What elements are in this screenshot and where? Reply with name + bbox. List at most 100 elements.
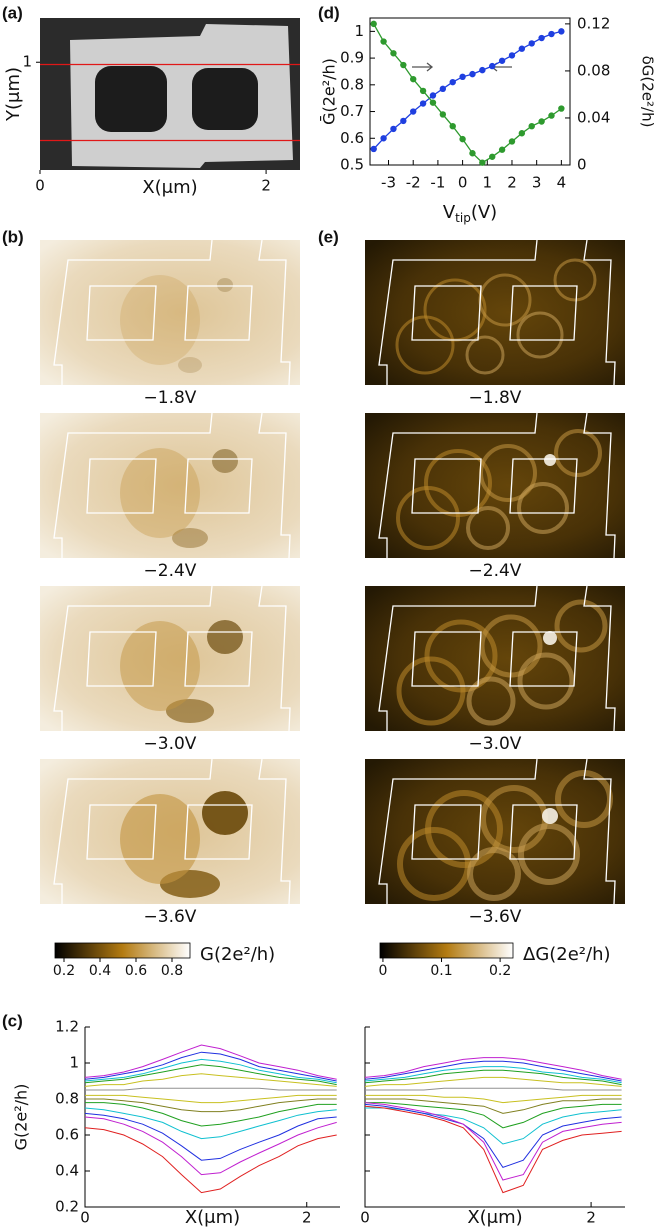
data-point [508,138,516,145]
y-tick-label: 0.6 [55,1126,79,1144]
x-axis-label-part: tip [455,211,471,225]
map-feature [396,656,466,726]
map-feature [466,506,510,550]
panel-label: (d) [318,3,340,22]
map-feature [120,794,200,884]
map-feature [120,448,200,538]
map [365,586,625,731]
data-point [548,30,555,38]
data-point [528,122,535,130]
map-feature [396,486,460,550]
map-feature [467,847,521,901]
map-feature [202,791,248,835]
map-feature [554,599,608,653]
series-line [364,1069,622,1086]
y-tick-label: 0.8 [340,75,364,93]
x-axis-label-part: V [443,202,456,223]
data-point [449,122,456,130]
map-feature [217,278,233,292]
series-line [364,1102,622,1181]
data-point [380,38,387,45]
map-feature [207,620,243,654]
map-feature [517,482,569,534]
y-tick-label: 1 [69,1054,79,1072]
data-point [538,118,545,125]
y-tick-label: 0.4 [55,1162,79,1180]
data-point [419,87,427,95]
panel-label: (b) [2,227,24,246]
map-hotspot [542,808,558,824]
axes [364,1027,625,1208]
series-line [364,1060,622,1082]
y-axis-label: Ḡ(2e²/h) [320,58,339,125]
map [40,759,300,904]
series-line [364,1076,622,1087]
series-line [84,1058,337,1084]
data-point [380,135,387,142]
map-label: −3.0V [469,734,522,754]
data-point [390,50,397,57]
data-point [459,135,466,143]
x-tick-label: 2 [261,177,271,195]
map-label: −1.8V [144,388,197,408]
colorbar-tick-label: 0.2 [489,963,511,979]
colorbar-tick-label: 0.6 [125,963,147,979]
data-point [429,92,437,99]
series-line [365,1087,622,1091]
series-line [364,1057,622,1080]
series-line [84,1051,337,1082]
x-tick-label: 0 [360,1209,370,1227]
data-point [419,100,427,107]
map-feature [479,444,537,502]
map-feature [166,699,214,723]
x-tick-label: 0 [35,177,45,195]
data-point [558,105,565,112]
x-tick-label: -2 [406,174,421,192]
map-label: −3.0V [144,734,197,754]
colorbar-tick-label: 0 [378,963,387,979]
plot-frame [369,17,571,166]
series-line [373,30,562,150]
map-feature [516,311,564,359]
series-line [365,1098,622,1114]
panel-label: (a) [2,3,23,22]
x-tick-label: -3 [381,174,396,192]
x-tick-label: 2 [302,1209,312,1227]
data-point [498,146,506,153]
data-point [479,159,486,166]
afm-image [40,18,300,170]
colorbar [54,942,191,959]
map-background [365,759,625,904]
y2-tick-label: 0.12 [577,14,610,32]
map-feature [465,335,505,375]
map-hotspot [543,631,557,645]
y2-axis-label: δG(2e²/h) [639,56,657,128]
data-point [498,57,506,64]
map [40,240,300,385]
map-label: −1.8V [469,388,522,408]
data-point [410,108,417,115]
data-point [400,117,407,125]
series-line [85,1102,337,1127]
series-line [84,1116,337,1176]
data-point [508,52,516,59]
map-hotspot [544,454,556,466]
series-line [84,1127,337,1194]
map-feature [397,827,471,901]
panel-label: (e) [318,227,339,246]
map-feature [517,652,575,710]
map-feature [212,449,238,473]
data-point [518,45,526,52]
y2-tick-label: 0.08 [577,61,610,79]
series-line [364,1103,622,1169]
x-tick-label: 0 [458,174,468,192]
y-tick-label: 0.7 [340,102,364,120]
series-line [84,1107,337,1140]
x-tick-label: 4 [557,174,567,192]
y-tick-label: 1 [22,53,32,71]
x-axis-label: Vtip(V) [443,202,497,225]
y-tick-label: 0.9 [340,49,364,67]
y2-tick-label: 0.04 [577,108,610,126]
data-point [489,153,496,160]
